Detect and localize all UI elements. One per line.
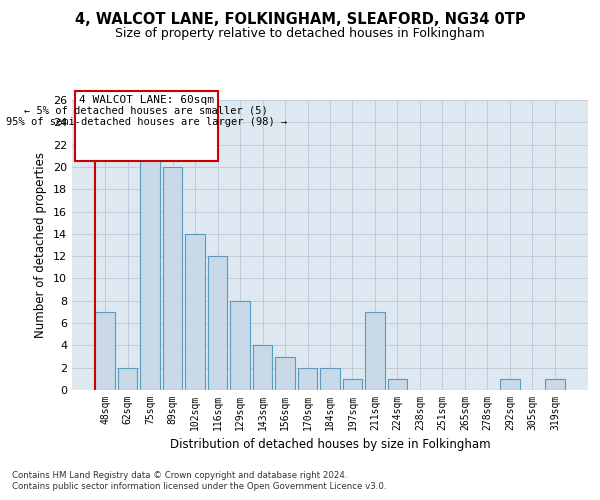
- Text: Contains HM Land Registry data © Crown copyright and database right 2024.: Contains HM Land Registry data © Crown c…: [12, 471, 347, 480]
- Bar: [208, 256, 227, 390]
- Text: 4 WALCOT LANE: 60sqm: 4 WALCOT LANE: 60sqm: [79, 94, 214, 104]
- Bar: [230, 301, 250, 390]
- Text: ← 5% of detached houses are smaller (5): ← 5% of detached houses are smaller (5): [25, 106, 268, 116]
- Y-axis label: Number of detached properties: Number of detached properties: [34, 152, 47, 338]
- Bar: [253, 346, 272, 390]
- Bar: [185, 234, 205, 390]
- X-axis label: Distribution of detached houses by size in Folkingham: Distribution of detached houses by size …: [170, 438, 490, 452]
- Bar: [545, 379, 565, 390]
- Bar: [320, 368, 340, 390]
- Bar: [275, 356, 295, 390]
- Bar: [118, 368, 137, 390]
- Bar: [95, 312, 115, 390]
- Bar: [343, 379, 362, 390]
- Text: 4, WALCOT LANE, FOLKINGHAM, SLEAFORD, NG34 0TP: 4, WALCOT LANE, FOLKINGHAM, SLEAFORD, NG…: [74, 12, 526, 28]
- Text: Contains public sector information licensed under the Open Government Licence v3: Contains public sector information licen…: [12, 482, 386, 491]
- Bar: [163, 167, 182, 390]
- Bar: [365, 312, 385, 390]
- Bar: [500, 379, 520, 390]
- Bar: [388, 379, 407, 390]
- Bar: [298, 368, 317, 390]
- Text: Size of property relative to detached houses in Folkingham: Size of property relative to detached ho…: [115, 28, 485, 40]
- Text: 95% of semi-detached houses are larger (98) →: 95% of semi-detached houses are larger (…: [5, 116, 287, 126]
- Bar: [140, 156, 160, 390]
